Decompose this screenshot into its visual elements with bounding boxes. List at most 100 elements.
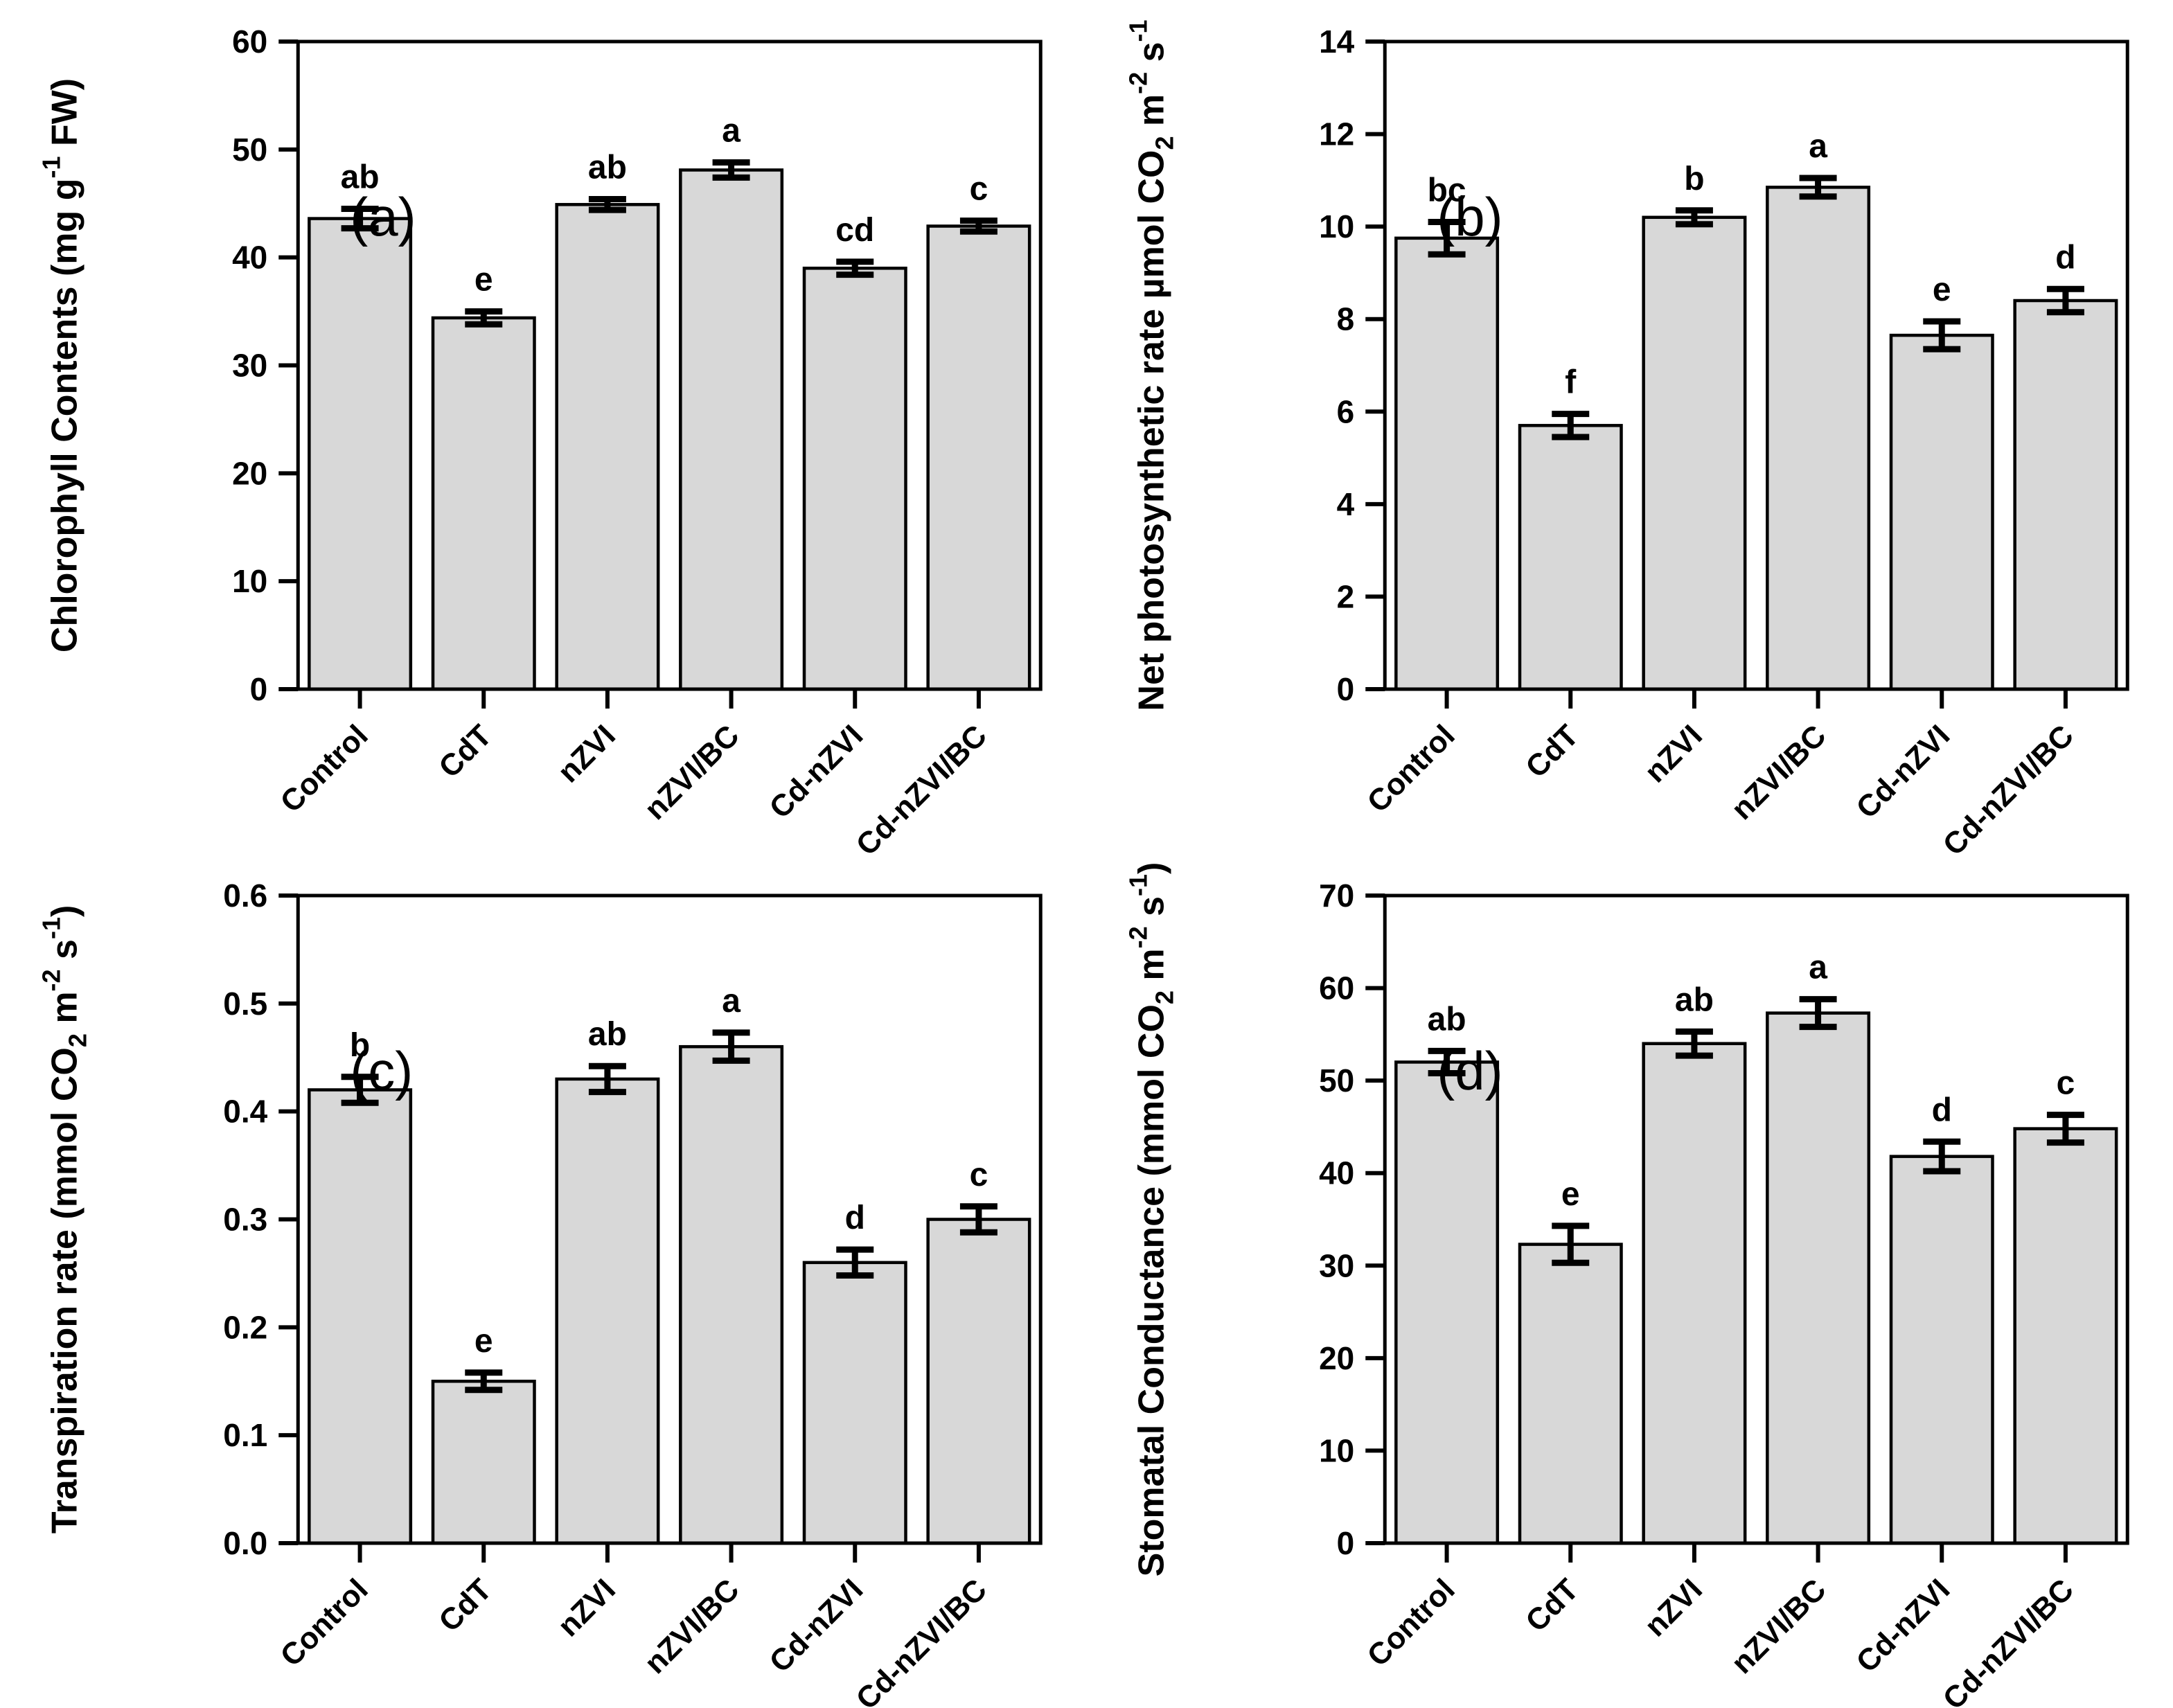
- sig-letter: a: [1809, 950, 1827, 986]
- y-tick-label: 50: [232, 132, 267, 168]
- bar-nZVI/BC: [679, 168, 784, 691]
- y-tick-label: 0.0: [223, 1525, 267, 1561]
- y-tick-label: 0: [1336, 1525, 1354, 1561]
- bar-Cd-nZVI: [1889, 333, 1994, 691]
- y-tick-label: 50: [1319, 1062, 1354, 1098]
- sig-letter: bc: [1427, 172, 1466, 208]
- x-tick-label: Cd-nZVI/BC: [850, 1572, 993, 1708]
- x-tick-label: Cd-nZVI: [763, 718, 869, 825]
- x-tick-label: nZVI/BC: [638, 1572, 746, 1680]
- y-tick-label: 0.3: [223, 1202, 267, 1238]
- bar-Cd-nZVI/BC: [926, 224, 1031, 691]
- x-tick-label: Control: [1360, 718, 1461, 819]
- panel-tag: (d): [1437, 1040, 1502, 1101]
- x-tick-label: Cd-nZVI: [1850, 718, 1956, 825]
- x-tick-label: nZVI: [1638, 718, 1708, 789]
- bar-Cd-nZVI: [802, 1261, 907, 1545]
- bar-Control: [1394, 236, 1499, 691]
- y-tick-label: 0: [250, 671, 268, 707]
- y-tick-label: 60: [232, 24, 267, 60]
- y-tick-label: 10: [1319, 1432, 1354, 1468]
- sig-letter: d: [845, 1200, 865, 1236]
- sig-letter: ab: [1427, 1001, 1466, 1038]
- x-tick-label: Cd-nZVI/BC: [1936, 718, 2079, 854]
- bar-nZVI/BC: [1765, 186, 1870, 691]
- y-tick-label: 0.2: [223, 1309, 267, 1345]
- y-tick-label: 30: [232, 348, 267, 384]
- sig-letter: a: [722, 983, 740, 1020]
- y-tick-label: 0: [1336, 671, 1354, 707]
- sig-letter: e: [1932, 272, 1951, 308]
- panel-a-chlorophyll: ab e ab a cd c (a) 0 10 20 30 40 50 60 Control CdT nZVI n…: [37, 24, 1043, 854]
- y-tick-label: 0.5: [223, 986, 267, 1022]
- x-tick-label: Cd-nZVI: [1850, 1572, 1956, 1679]
- bar-Control: [308, 217, 413, 691]
- x-tick-label: nZVI/BC: [1725, 1572, 1833, 1680]
- panel-tag: (a): [350, 186, 416, 247]
- bar-Control: [1394, 1060, 1499, 1545]
- bar-Cd-nZVI/BC: [2012, 1127, 2118, 1545]
- y-tick-label: 10: [1319, 208, 1354, 244]
- sig-letter: ab: [1674, 981, 1713, 1018]
- x-tick-label: Control: [1360, 1572, 1461, 1673]
- x-tick-label: Cd-nZVI: [763, 1572, 869, 1679]
- bar-Cd-nZVI/BC: [2012, 299, 2118, 691]
- bar-CdT: [1518, 424, 1623, 691]
- bar-nZVI/BC: [679, 1044, 784, 1545]
- sig-letter: e: [474, 1323, 493, 1360]
- y-axis-label: Chlorophyll Contents (mg g-1 FW): [37, 78, 85, 652]
- panel-tag: (c): [350, 1040, 413, 1101]
- x-tick-label: Control: [274, 718, 374, 819]
- x-tick-label: Cd-nZVI/BC: [1936, 1572, 2079, 1708]
- y-tick-label: 6: [1336, 393, 1354, 429]
- x-tick-label: nZVI: [1638, 1572, 1708, 1643]
- sig-letter: c: [970, 171, 988, 208]
- y-axis-label: Transpiration rate (mmol CO2 m-2 s-1): [37, 905, 91, 1534]
- y-tick-label: 4: [1336, 486, 1354, 522]
- y-tick-label: 20: [1319, 1340, 1354, 1376]
- y-tick-label: 40: [1319, 1155, 1354, 1191]
- bar-nZVI: [555, 203, 660, 691]
- sig-letter: e: [1561, 1176, 1579, 1213]
- y-axis-label: Stomatal Conductance (mmol CO2 m-2 s-1): [1124, 862, 1178, 1577]
- y-tick-label: 2: [1336, 578, 1354, 614]
- panel-b-net-photosynthesis: bc f b a e d (b) 0 2 4 6 8 10 12 14 Control CdT nZVI nZVI/…: [1124, 19, 2129, 854]
- plot-box: [1383, 893, 2129, 1545]
- sig-letter: a: [722, 113, 740, 150]
- panel-d-stomatal-conductance: ab e ab a d c (d) 0 10 20 30 40 50 60 70 Control CdT nZVI…: [1124, 862, 2129, 1708]
- bar-Control: [308, 1088, 413, 1545]
- y-tick-label: 8: [1336, 301, 1354, 337]
- sig-letter: b: [1684, 161, 1704, 197]
- y-tick-label: 0.1: [223, 1417, 267, 1453]
- x-tick-label: Cd-nZVI/BC: [850, 718, 993, 854]
- bar-nZVI: [1641, 1042, 1746, 1545]
- bar-Cd-nZVI: [1889, 1155, 1994, 1545]
- x-tick-label: nZVI/BC: [638, 718, 746, 826]
- sig-letter: d: [1931, 1092, 1951, 1128]
- y-tick-label: 0.4: [223, 1094, 267, 1130]
- sig-letter: c: [970, 1157, 988, 1193]
- sig-letter: a: [1809, 128, 1827, 165]
- x-tick-label: nZVI/BC: [1725, 718, 1833, 826]
- plot-box: [1383, 39, 2129, 691]
- bar-CdT: [431, 1380, 536, 1545]
- y-tick-label: 0.6: [223, 878, 267, 914]
- y-axis-label: Net photosynthetic rate µmol CO2 m-2 s-1: [1124, 19, 1178, 711]
- y-tick-label: 10: [232, 563, 267, 599]
- sig-letter: e: [474, 262, 493, 299]
- bar-nZVI/BC: [1765, 1011, 1870, 1545]
- panel-tag: (b): [1437, 186, 1502, 247]
- sig-letter: ab: [341, 159, 380, 196]
- bar-nZVI: [555, 1077, 660, 1545]
- sig-letter: d: [2055, 239, 2075, 276]
- bar-CdT: [1518, 1243, 1623, 1545]
- x-tick-label: nZVI: [551, 718, 622, 789]
- x-tick-label: Control: [274, 1572, 374, 1673]
- bar-Cd-nZVI: [802, 267, 907, 691]
- sig-letter: cd: [835, 212, 874, 249]
- sig-letter: ab: [588, 1016, 627, 1053]
- y-tick-label: 20: [232, 455, 267, 491]
- x-tick-label: CdT: [432, 1572, 498, 1638]
- y-tick-label: 30: [1319, 1247, 1354, 1283]
